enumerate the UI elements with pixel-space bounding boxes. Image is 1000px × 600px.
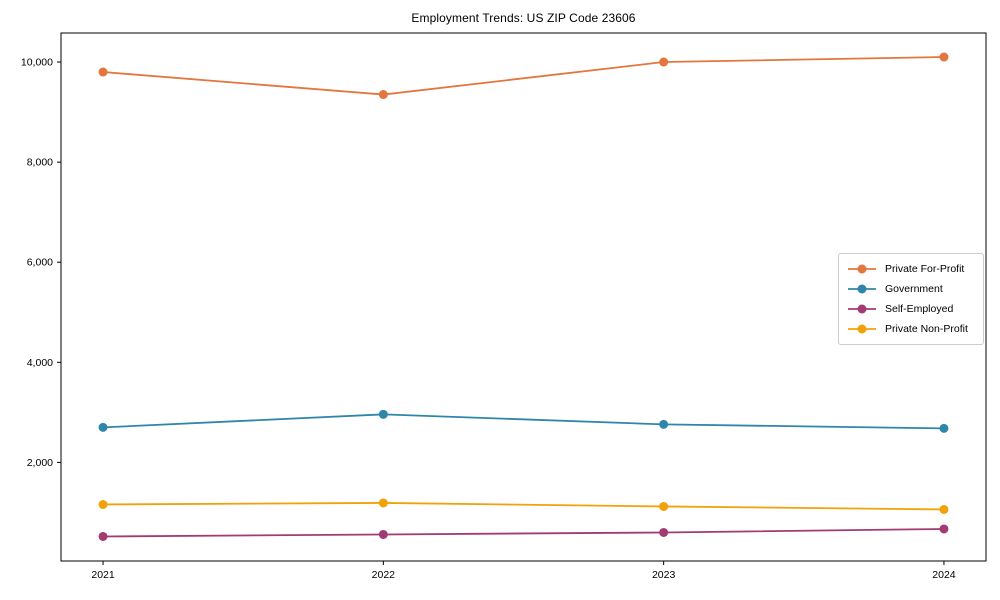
data-point-private-for-profit-2024 (939, 52, 949, 62)
series-line-government (103, 413, 944, 430)
y-tick-label: 8,000 (27, 157, 53, 169)
data-point-self-employed-2024 (939, 524, 949, 534)
data-point-government-2021 (98, 422, 108, 432)
y-tick-label: 2,000 (27, 457, 53, 469)
data-point-government-2022 (378, 409, 388, 419)
legend-item-private-non-profit: Private Non-Profit (846, 319, 976, 339)
x-tick-label: 2022 (372, 569, 396, 581)
legend-marker-icon (848, 264, 876, 274)
series-line-private-non-profit (103, 502, 944, 511)
data-point-self-employed-2021 (98, 531, 108, 541)
chart-title: Employment Trends: US ZIP Code 23606 (411, 11, 636, 25)
legend-marker-icon (848, 324, 876, 334)
data-point-government-2024 (939, 423, 949, 433)
legend-marker-icon (848, 304, 876, 314)
legend: Private For-Profit Government Self-Employe… (838, 253, 984, 345)
legend-label: Self-Employed (885, 303, 954, 315)
x-tick-label: 2021 (91, 569, 115, 581)
data-point-private-for-profit-2022 (378, 90, 388, 100)
data-point-self-employed-2022 (378, 529, 388, 539)
legend-label: Government (885, 283, 943, 295)
x-tick-label: 2024 (932, 569, 956, 581)
data-point-private-non-profit-2022 (378, 498, 388, 508)
x-tick-label: 2023 (652, 569, 676, 581)
y-tick-label: 4,000 (27, 357, 53, 369)
data-point-self-employed-2023 (659, 527, 669, 537)
legend-marker-icon (848, 284, 876, 294)
legend-item-self-employed: Self-Employed (846, 299, 976, 319)
series-line-self-employed (103, 528, 944, 538)
series-line-private-for-profit (102, 56, 944, 96)
legend-item-private-for-profit: Private For-Profit (846, 259, 976, 279)
legend-label: Private For-Profit (885, 263, 965, 275)
data-point-private-for-profit-2023 (659, 57, 669, 67)
data-point-private-non-profit-2024 (939, 504, 949, 514)
data-point-private-non-profit-2023 (659, 501, 669, 511)
legend-label: Private Non-Profit (885, 323, 968, 335)
data-point-private-for-profit-2021 (98, 67, 108, 77)
y-tick-label: 6,000 (27, 257, 53, 269)
legend-item-government: Government (846, 279, 976, 299)
data-point-government-2023 (659, 419, 669, 429)
data-point-private-non-profit-2021 (98, 499, 108, 509)
plot-border (60, 32, 987, 562)
y-tick-label: 10,000 (21, 57, 53, 69)
